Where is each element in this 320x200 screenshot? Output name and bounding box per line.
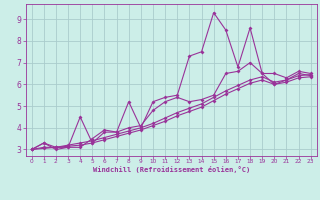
X-axis label: Windchill (Refroidissement éolien,°C): Windchill (Refroidissement éolien,°C)	[92, 166, 250, 173]
